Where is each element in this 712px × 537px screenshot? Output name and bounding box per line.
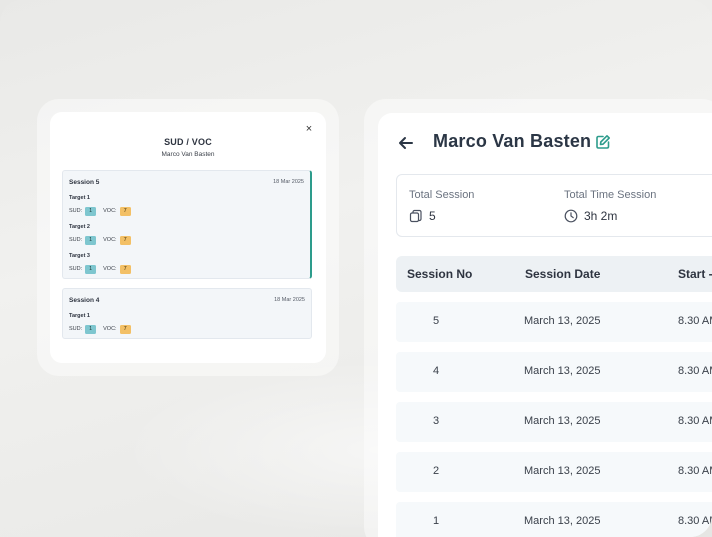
client-name: Marco Van Basten [433,131,592,151]
sud-badge: 1 [85,264,97,274]
sud-voc-modal: × SUD / VOC Marco Van Basten Session 5 1… [50,112,326,363]
target-label: Target 2 [69,224,90,230]
voc-badge: 7 [119,324,131,334]
table-row[interactable]: 1 March 13, 2025 8.30 AM [396,502,712,537]
stat-label: Total Session [409,189,475,201]
sud-label: SUD: [69,208,83,214]
target-label: Target 3 [69,253,90,259]
stat-total-session: Total Session 5 [409,189,474,223]
cell-start-time: 8.30 AM [678,515,712,527]
session-name: Session 5 [69,178,100,186]
column-header-start[interactable]: Start - [678,267,712,281]
sud-label: SUD: [69,326,83,332]
target-block: Target 1 SUD: 1 VOC: 7 [69,195,304,216]
table-header: Session No Session Date Start - [396,256,712,292]
sessions-icon [409,209,422,223]
cell-session-no: 3 [433,415,440,427]
session-date: 18 Mar 2025 [273,179,304,185]
target-label: Target 1 [69,313,90,319]
table-row[interactable]: 4 March 13, 2025 8.30 AM [396,352,712,392]
cell-session-date: March 13, 2025 [524,365,601,377]
session-list[interactable]: Session 5 18 Mar 2025 Target 1 SUD: 1 VO… [62,170,314,350]
edit-pencil-icon[interactable] [595,134,611,150]
cell-session-date: March 13, 2025 [524,315,601,327]
session-card[interactable]: Session 4 18 Mar 2025 Target 1 SUD: 1 VO… [62,288,312,339]
session-card[interactable]: Session 5 18 Mar 2025 Target 1 SUD: 1 VO… [62,170,312,279]
cell-session-no: 2 [433,465,440,477]
sud-label: SUD: [69,266,83,272]
voc-badge: 7 [119,264,131,274]
clock-icon [564,209,578,223]
voc-label: VOC: [103,266,117,272]
stat-value: 3h 2m [584,209,618,223]
client-detail-panel: Marco Van Basten Total Session 5 Total [378,113,712,537]
table-row[interactable]: 5 March 13, 2025 8.30 AM [396,302,712,342]
voc-badge: 7 [119,206,131,216]
sud-badge: 1 [85,235,97,245]
stat-value: 5 [429,209,436,223]
target-block: Target 3 SUD: 1 VOC: 7 [69,253,304,274]
modal-title: SUD / VOC [164,137,212,147]
modal-subtitle: Marco Van Basten [161,151,215,158]
session-name: Session 4 [69,296,100,304]
target-block: Target 2 SUD: 1 VOC: 7 [69,224,304,245]
target-label: Target 1 [69,195,90,201]
table-row[interactable]: 3 March 13, 2025 8.30 AM [396,402,712,442]
cell-start-time: 8.30 AM [678,465,712,477]
cell-start-time: 8.30 AM [678,365,712,377]
arrow-left-icon[interactable] [397,134,415,152]
voc-label: VOC: [103,237,117,243]
column-header-session-date[interactable]: Session Date [525,267,601,281]
table-row[interactable]: 2 March 13, 2025 8.30 AM [396,452,712,492]
close-icon[interactable]: × [305,123,313,135]
column-header-session-no[interactable]: Session No [407,267,473,281]
cell-session-date: March 13, 2025 [524,415,601,427]
target-block: Target 1 SUD: 1 VOC: 7 [69,313,305,334]
sud-badge: 1 [85,206,97,216]
cell-session-date: March 13, 2025 [524,465,601,477]
sud-badge: 1 [85,324,97,334]
stat-label: Total Time Session [564,189,657,201]
stats-summary: Total Session 5 Total Time Session [396,174,712,237]
voc-badge: 7 [119,235,131,245]
cell-start-time: 8.30 AM [678,415,712,427]
cell-start-time: 8.30 AM [678,315,712,327]
cell-session-date: March 13, 2025 [524,515,601,527]
voc-label: VOC: [103,208,117,214]
cell-session-no: 5 [433,315,440,327]
cell-session-no: 4 [433,365,440,377]
cell-session-no: 1 [433,515,440,527]
session-date: 18 Mar 2025 [274,297,305,303]
stat-total-time: Total Time Session 3h 2m [564,189,656,223]
sud-label: SUD: [69,237,83,243]
voc-label: VOC: [103,326,117,332]
